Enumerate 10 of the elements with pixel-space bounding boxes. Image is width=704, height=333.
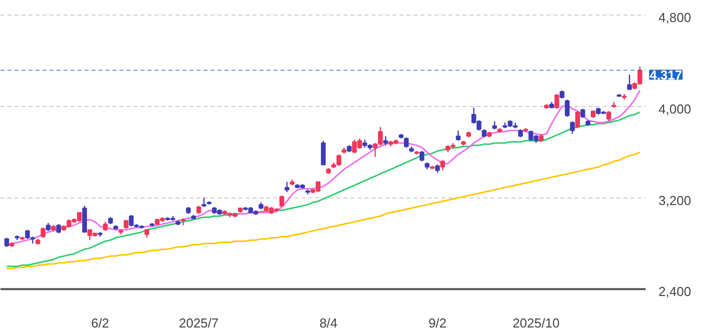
x-tick-label: 6/2 (91, 316, 110, 330)
x-tick-label: 2025/7 (178, 316, 219, 330)
y-tick-label: 2,400 (658, 284, 692, 300)
y-tick-label: 3,200 (658, 192, 692, 208)
y-tick-label: 4,800 (658, 10, 692, 26)
x-tick-label: 2025/10 (512, 316, 560, 330)
x-tick-label: 9/2 (428, 316, 447, 330)
x-tick-label: 8/4 (319, 316, 338, 330)
y-tick-label: 4,000 (658, 102, 692, 116)
ref-line-label: 4,317 (650, 67, 682, 82)
